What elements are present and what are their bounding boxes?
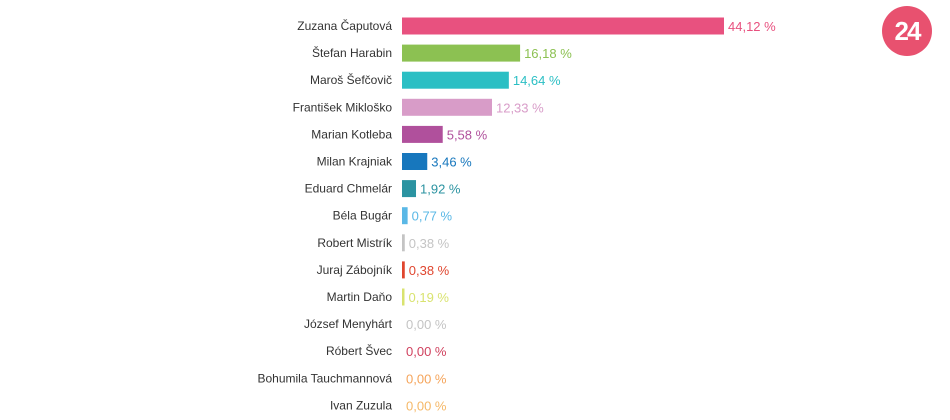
value-label: 0,19 %: [409, 290, 450, 305]
category-label: Bohumila Tauchmannová: [257, 371, 392, 385]
value-label: 0,00 %: [406, 317, 447, 332]
category-label: Marian Kotleba: [311, 127, 392, 141]
value-label: 0,77 %: [412, 209, 453, 224]
bar: [402, 207, 408, 225]
bar: [402, 125, 443, 143]
category-label: Eduard Chmelár: [305, 182, 392, 196]
logo-text: 24: [894, 15, 922, 46]
bar: [402, 261, 405, 279]
site-logo: 24: [882, 6, 932, 56]
bar: [402, 98, 492, 116]
value-label: 16,18 %: [524, 46, 572, 61]
value-label: 0,00 %: [406, 398, 447, 413]
bar: [402, 44, 521, 62]
category-label: József Menyhárt: [304, 317, 393, 331]
category-label: Štefan Harabin: [312, 45, 392, 60]
bar: [402, 153, 428, 170]
bar: [402, 234, 405, 252]
value-label: 12,33 %: [496, 100, 544, 115]
bar: [402, 288, 405, 306]
category-label: Zuzana Čaputová: [297, 18, 392, 33]
value-label: 0,00 %: [406, 344, 447, 359]
value-label: 44,12 %: [728, 19, 776, 34]
category-label: Robert Mistrík: [317, 236, 393, 250]
category-label: Ivan Zuzula: [330, 398, 392, 412]
value-label: 0,38 %: [409, 263, 450, 278]
category-label: František Mikloško: [293, 100, 393, 114]
category-label: Maroš Šefčovič: [310, 72, 392, 87]
value-label: 14,64 %: [513, 73, 561, 88]
category-label: Martin Daňo: [327, 290, 393, 304]
value-label: 0,00 %: [406, 371, 447, 386]
bar: [402, 180, 417, 198]
category-label: Juraj Zábojník: [317, 263, 393, 277]
category-label: Milan Krajniak: [317, 155, 393, 169]
value-label: 3,46 %: [431, 155, 472, 170]
category-label: Róbert Švec: [326, 343, 392, 358]
value-label: 0,38 %: [409, 236, 450, 251]
category-label: Béla Bugár: [333, 209, 392, 223]
value-label: 5,58 %: [447, 127, 488, 142]
bar: [402, 71, 509, 89]
bar: [402, 17, 724, 35]
value-label: 1,92 %: [420, 182, 461, 197]
